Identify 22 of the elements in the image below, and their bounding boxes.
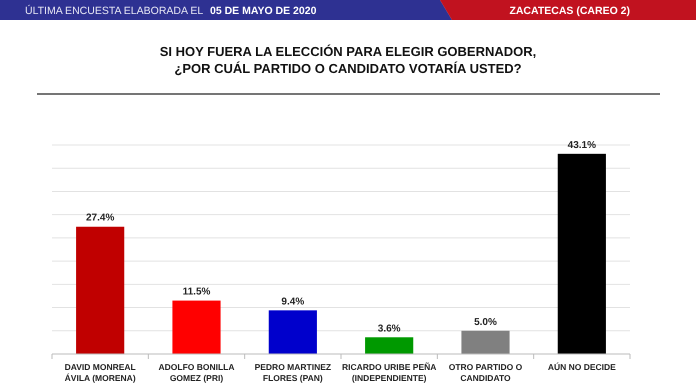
data-label: 43.1% — [568, 140, 596, 151]
bar — [268, 310, 317, 354]
x-tick-label: DAVID MONREAL ÁVILA (MORENA) — [64, 362, 136, 383]
chart-title: SI HOY FUERA LA ELECCIÓN PARA ELEGIR GOBERNADOR, ¿POR CUÁL PARTIDO O CANDIDATO VOTARÍA USTED? — [160, 44, 536, 76]
bar — [461, 330, 510, 354]
data-label: 3.6% — [378, 323, 401, 334]
data-label: 11.5% — [182, 286, 211, 298]
text: ÚLTIMA ENCUESTA ELABORADA EL — [25, 4, 204, 17]
bar — [365, 337, 414, 354]
bar — [172, 300, 221, 354]
data-label: 9.4% — [281, 296, 304, 308]
bar — [76, 226, 124, 354]
data-label: 5.0% — [474, 316, 498, 328]
x-tick-label: OTRO PARTIDO O CANDIDATO — [448, 362, 523, 383]
x-tick-label: ADOLFO BONILLA GOMEZ (PRI) — [158, 362, 235, 383]
text: ZACATECAS (CAREO 2) — [509, 5, 630, 17]
bar — [558, 154, 606, 354]
x-tick-label: AÚN NO DECIDE — [548, 362, 616, 372]
x-tick-label: PEDRO MARTINEZ FLORES (PAN) — [254, 362, 332, 383]
data-label: 27.4% — [86, 212, 114, 224]
text: 05 DE MAYO DE 2020 — [210, 5, 317, 17]
x-tick-label: RICARDO URIBE PEÑA (INDEPENDIENTE) — [342, 362, 436, 383]
